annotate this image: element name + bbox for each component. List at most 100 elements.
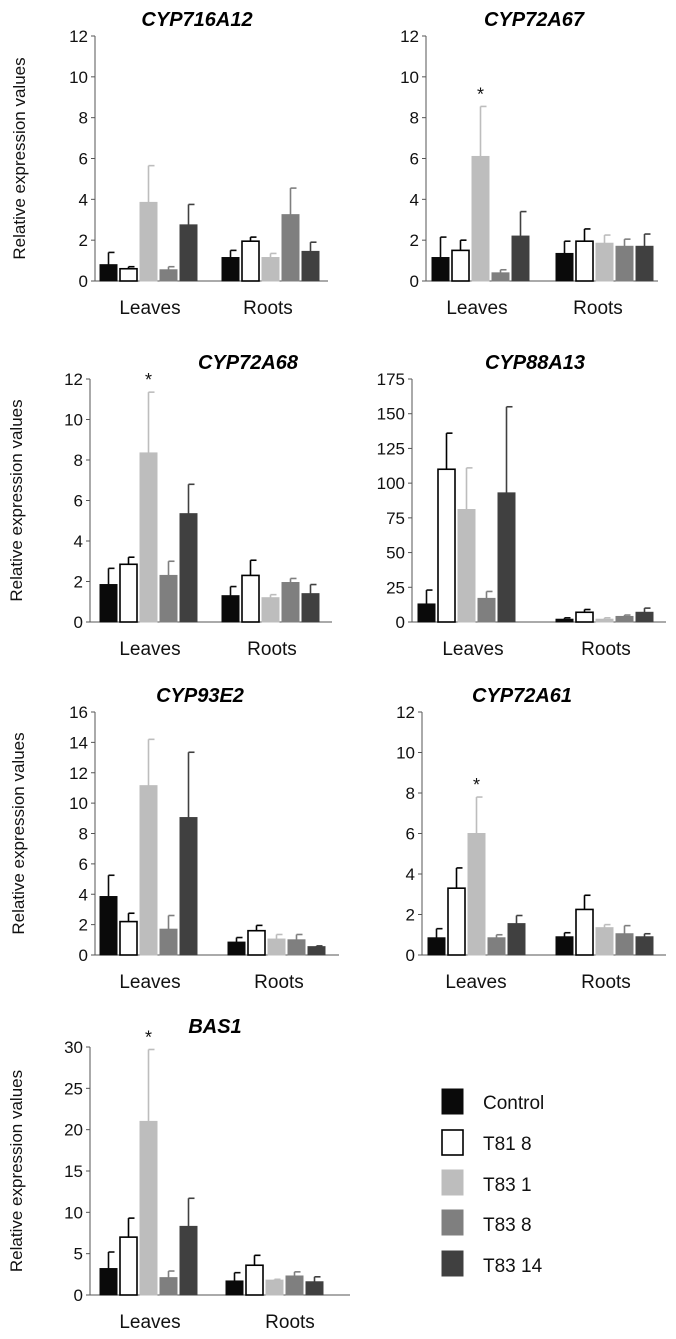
y-tick-label: 30 [64,1038,83,1057]
bar-t81-8 [437,468,456,623]
significance-marker: * [477,84,484,104]
bar-t83-8 [281,582,300,623]
bar-t83-8 [159,928,178,956]
y-tick-label: 8 [79,825,88,844]
bar-t83-14 [179,513,198,623]
bar-chart-cyp88a13: 0 25 50 75 100 125 150 175 CYP88A13 Leaves Roots [377,352,666,660]
y-tick-label: 6 [410,150,419,169]
chart-title: CYP72A68 [198,352,299,374]
y-axis-label: Relative expression values [10,57,29,259]
significance-marker: * [145,370,152,390]
y-tick-label: 75 [386,509,405,528]
y-tick-label: 8 [79,109,88,128]
chart-title: CYP93E2 [156,685,244,707]
x-category-label: Leaves [446,298,507,319]
x-category-label: Leaves [119,972,180,993]
y-tick-label: 12 [396,703,415,722]
bar-t83-1 [139,452,158,623]
bar-chart-bas1: 0 5 10 15 20 25 30 BAS1 Relative expression valu… [7,1016,350,1333]
bar-chart-cyp72a67: 0 2 4 6 8 10 12 CYP72A67 Leaves Roots * [400,9,658,319]
bar-t83-1 [139,785,158,956]
bar-t83-1 [595,927,614,956]
bar-t83-8 [287,939,306,956]
bar-t83-8 [159,574,178,623]
bar-t81-8 [575,240,594,282]
y-tick-label: 0 [406,946,415,965]
y-tick-label: 8 [410,109,419,128]
legend-item: T83 14 [441,1250,543,1277]
y-tick-label: 12 [69,764,88,783]
bar-t83-14 [305,1281,324,1296]
bar-chart-cyp93e2: 0 2 4 6 8 10 12 14 16 CYP93E2 Relative expression … [9,685,339,993]
bar-control [99,1268,118,1296]
bar-t83-8 [477,597,496,623]
bar-t81-8 [575,908,594,956]
legend-item: T83 8 [441,1209,532,1236]
x-category-label: Roots [573,298,623,319]
bar-t83-14 [635,611,654,623]
bar-t81-8 [247,929,266,956]
y-tick-label: 0 [74,613,83,632]
x-category-label: Roots [243,298,293,319]
x-category-label: Leaves [445,972,506,993]
bar-t83-1 [595,242,614,282]
bar-t83-8 [615,615,634,623]
bar-control [427,937,446,956]
x-category-label: Leaves [442,639,503,660]
legend-swatch [441,1250,464,1277]
x-category-label: Roots [247,639,297,660]
y-tick-label: 14 [69,733,88,752]
y-tick-label: 6 [79,150,88,169]
y-tick-label: 10 [69,794,88,813]
bar-control [225,1280,244,1296]
bar-t83-8 [281,214,300,282]
bar-t83-8 [615,933,634,956]
y-tick-label: 125 [377,439,405,458]
bar-t81-8 [119,267,138,282]
y-tick-label: 10 [396,744,415,763]
legend-swatch [441,1088,464,1115]
y-tick-label: 0 [396,613,405,632]
bar-control [99,264,118,282]
bar-t81-8 [119,563,138,623]
bar-t83-8 [491,272,510,282]
chart-title: CYP72A67 [484,9,585,31]
bar-t81-8 [241,240,260,282]
legend-item: Control [441,1088,544,1115]
chart-title: BAS1 [188,1016,241,1038]
bar-control [99,896,118,956]
bar-t81-8 [575,611,594,623]
y-tick-label: 10 [64,1203,83,1222]
legend-swatch [441,1209,464,1236]
bar-t83-14 [635,245,654,282]
y-tick-label: 2 [74,573,83,592]
bar-t83-14 [497,492,516,623]
y-axis-label: Relative expression values [7,1070,26,1272]
bar-t83-8 [615,245,634,282]
legend-label: T83 1 [483,1175,532,1196]
bar-control [431,257,450,282]
significance-marker: * [473,775,480,795]
y-tick-label: 2 [79,916,88,935]
bar-t83-14 [179,1225,198,1296]
bar-t81-8 [245,1264,264,1296]
bar-t83-1 [139,201,158,282]
y-tick-label: 12 [69,27,88,46]
y-tick-label: 8 [406,784,415,803]
bar-t83-8 [159,269,178,282]
bar-t83-1 [267,938,286,956]
bar-control [417,603,436,623]
y-tick-label: 2 [410,231,419,250]
bar-t81-8 [119,1236,138,1296]
y-tick-label: 25 [386,578,405,597]
bar-t83-1 [139,1120,158,1296]
bar-t83-1 [595,618,614,623]
bar-control [227,941,246,956]
x-category-label: Roots [254,972,304,993]
y-tick-label: 4 [79,190,88,209]
legend-label: T83 14 [483,1256,543,1277]
bar-t83-8 [487,937,506,956]
chart-title: CYP72A61 [472,685,572,707]
y-tick-label: 4 [74,532,83,551]
